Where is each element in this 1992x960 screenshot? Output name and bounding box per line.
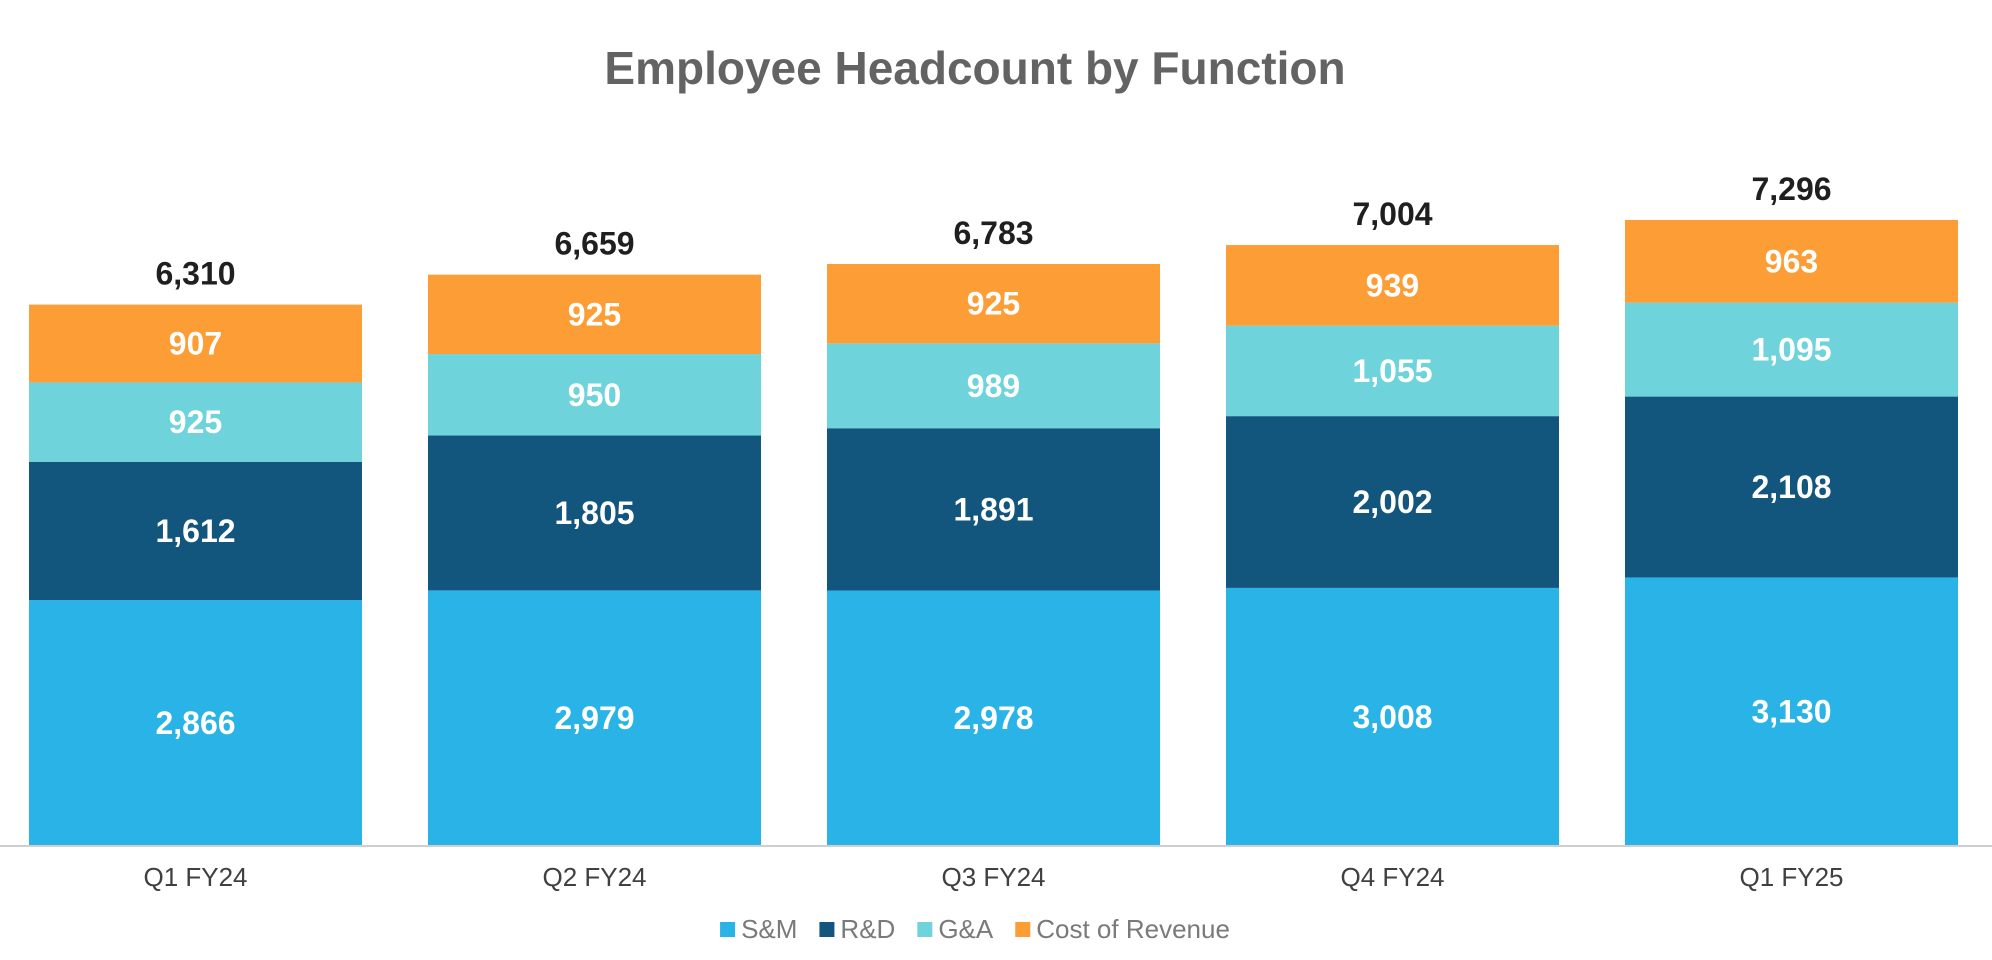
total-value-label: 6,659	[554, 226, 634, 262]
segment-value-label: 1,612	[155, 513, 235, 549]
bar-segment-g-a	[1625, 302, 1958, 397]
bar-segment-g-a	[1226, 325, 1559, 417]
segment-value-label: 907	[169, 326, 222, 362]
segment-value-label: 1,095	[1751, 332, 1831, 368]
legend-swatch-cost-of-revenue	[1015, 922, 1031, 937]
legend-swatch-s-m	[720, 922, 736, 937]
segment-value-label: 1,891	[953, 491, 1033, 527]
bar-segment-cost-of-revenue	[1625, 220, 1958, 303]
bar-segment-s-m	[827, 590, 1160, 846]
bar-segment-s-m	[1625, 577, 1958, 846]
bar-segment-s-m	[428, 590, 761, 846]
total-value-label: 6,783	[953, 215, 1033, 251]
bar-segment-r-d	[1625, 396, 1958, 578]
bar-segment-r-d	[29, 461, 362, 601]
bar-segment-g-a	[428, 354, 761, 436]
bar-segment-r-d	[827, 428, 1160, 591]
legend-swatch-g-a	[917, 922, 933, 937]
bar-segment-s-m	[29, 600, 362, 846]
segment-value-label: 989	[967, 368, 1020, 404]
total-value-label: 6,310	[155, 256, 235, 292]
bar-segment-g-a	[29, 382, 362, 462]
segment-value-label: 1,805	[554, 495, 634, 531]
legend-label: Cost of Revenue	[1036, 914, 1230, 944]
x-tick-label: Q1 FY25	[1739, 862, 1843, 892]
chart-title: Employee Headcount by Function	[604, 42, 1345, 94]
x-tick-label: Q4 FY24	[1340, 862, 1444, 892]
total-value-label: 7,004	[1352, 196, 1432, 232]
x-tick-label: Q3 FY24	[941, 862, 1045, 892]
segment-value-label: 925	[169, 404, 222, 440]
bar-segment-cost-of-revenue	[1226, 245, 1559, 326]
bar-segment-cost-of-revenue	[827, 264, 1160, 344]
legend: S&M R&D G&A Cost of Revenue	[720, 914, 1230, 944]
segment-value-label: 3,130	[1751, 694, 1831, 730]
legend-label: S&M	[741, 914, 797, 944]
bar-segment-cost-of-revenue	[428, 274, 761, 355]
segment-value-label: 2,108	[1751, 469, 1831, 505]
bar-segment-r-d	[428, 435, 761, 591]
segment-value-label: 2,979	[554, 700, 634, 736]
x-tick-label: Q2 FY24	[542, 862, 646, 892]
bars-group: 2,866 1,612 925 907 6,310 2,979 1,805 950 925 6,6…	[29, 171, 1958, 846]
segment-value-label: 2,002	[1352, 484, 1432, 520]
segment-value-label: 925	[568, 296, 621, 332]
bar-segment-s-m	[1226, 587, 1559, 846]
legend-label: G&A	[938, 914, 994, 944]
segment-value-label: 939	[1366, 267, 1419, 303]
bar-segment-r-d	[1226, 416, 1559, 588]
segment-value-label: 3,008	[1352, 699, 1432, 735]
category-labels: Q1 FY24 Q2 FY24 Q3 FY24 Q4 FY24 Q1 FY25	[143, 862, 1843, 892]
bar-segment-cost-of-revenue	[29, 304, 362, 383]
bar-segment-g-a	[827, 343, 1160, 429]
segment-value-label: 963	[1765, 243, 1818, 279]
total-value-label: 7,296	[1751, 171, 1831, 207]
segment-value-label: 950	[568, 377, 621, 413]
x-tick-label: Q1 FY24	[143, 862, 247, 892]
segment-value-label: 2,978	[953, 700, 1033, 736]
legend-swatch-r-d	[819, 922, 835, 937]
segment-value-label: 1,055	[1352, 353, 1432, 389]
segment-value-label: 2,866	[155, 705, 235, 741]
segment-value-label: 925	[967, 286, 1020, 322]
legend-label: R&D	[840, 914, 895, 944]
